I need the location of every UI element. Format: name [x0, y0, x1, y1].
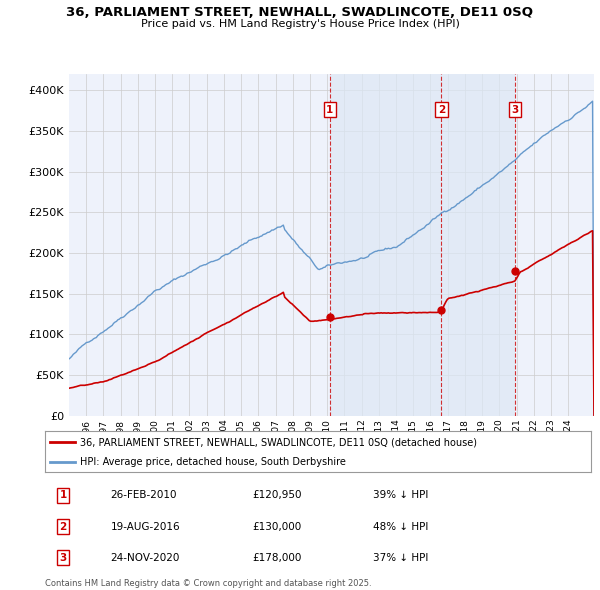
Text: 36, PARLIAMENT STREET, NEWHALL, SWADLINCOTE, DE11 0SQ (detached house): 36, PARLIAMENT STREET, NEWHALL, SWADLINC…: [80, 437, 478, 447]
Text: 1: 1: [59, 490, 67, 500]
Text: 48% ↓ HPI: 48% ↓ HPI: [373, 522, 428, 532]
Bar: [330, 74, 515, 416]
Text: 2: 2: [59, 522, 67, 532]
Text: 24-NOV-2020: 24-NOV-2020: [110, 553, 180, 563]
Text: 1: 1: [326, 104, 334, 114]
Text: £120,950: £120,950: [253, 490, 302, 500]
Text: 19-AUG-2016: 19-AUG-2016: [110, 522, 180, 532]
Text: 26-FEB-2010: 26-FEB-2010: [110, 490, 177, 500]
Text: 2: 2: [437, 104, 445, 114]
Text: Price paid vs. HM Land Registry's House Price Index (HPI): Price paid vs. HM Land Registry's House …: [140, 19, 460, 30]
Text: 37% ↓ HPI: 37% ↓ HPI: [373, 553, 428, 563]
Text: £130,000: £130,000: [253, 522, 302, 532]
Text: 39% ↓ HPI: 39% ↓ HPI: [373, 490, 428, 500]
Text: Contains HM Land Registry data © Crown copyright and database right 2025.
This d: Contains HM Land Registry data © Crown c…: [45, 579, 371, 590]
Text: 3: 3: [59, 553, 67, 563]
Text: 3: 3: [511, 104, 518, 114]
Text: HPI: Average price, detached house, South Derbyshire: HPI: Average price, detached house, Sout…: [80, 457, 346, 467]
Text: £178,000: £178,000: [253, 553, 302, 563]
Text: 36, PARLIAMENT STREET, NEWHALL, SWADLINCOTE, DE11 0SQ: 36, PARLIAMENT STREET, NEWHALL, SWADLINC…: [67, 6, 533, 19]
